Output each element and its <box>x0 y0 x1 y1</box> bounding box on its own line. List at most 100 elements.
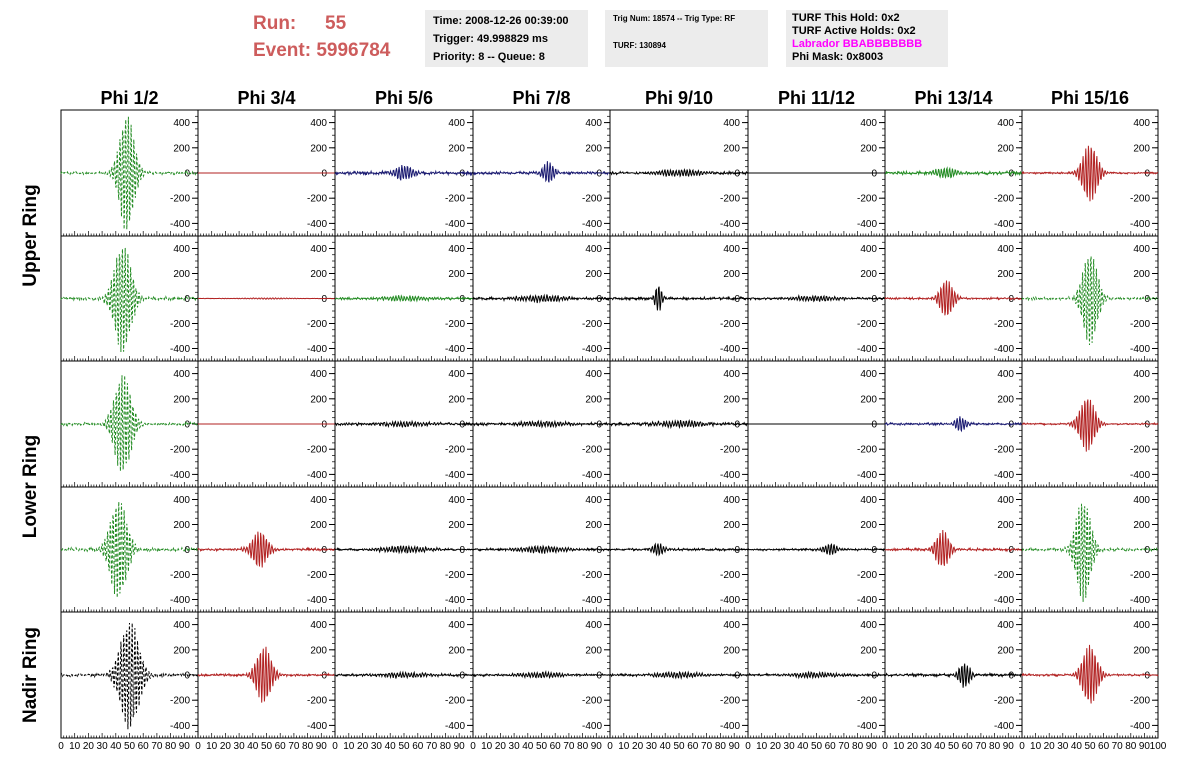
xtick-label: 70 <box>975 741 987 752</box>
ytick-label: -400 <box>857 721 877 732</box>
ytick-label: 200 <box>997 269 1014 280</box>
xtick-label: 0 <box>745 741 751 752</box>
ytick-label: 200 <box>585 269 602 280</box>
ytick-label: -200 <box>994 194 1014 205</box>
ytick-label: 200 <box>1133 520 1150 531</box>
waveform-trace <box>609 286 749 311</box>
ytick-label: -400 <box>994 344 1014 355</box>
xtick-label: 10 <box>206 741 218 752</box>
xtick-label: 50 <box>124 741 136 752</box>
trig-num-text: Trig Num: 18574 -- Trig Type: RF <box>613 14 736 23</box>
ytick-label: -400 <box>857 595 877 606</box>
ytick-label: 400 <box>860 369 877 380</box>
waveform-trace <box>747 543 886 556</box>
waveform-trace <box>197 646 335 703</box>
xtick-label: 50 <box>673 741 685 752</box>
waveform-trace <box>1021 399 1159 452</box>
ytick-label: -200 <box>582 696 602 707</box>
ytick-label: 200 <box>860 394 877 405</box>
xtick-label: 20 <box>907 741 919 752</box>
xtick-label: 80 <box>165 741 177 752</box>
waveform-trace <box>1021 503 1158 602</box>
ytick-label: -400 <box>857 344 877 355</box>
waveform-trace <box>609 670 749 680</box>
ytick-label: 200 <box>448 520 465 531</box>
ytick-label: 200 <box>1133 394 1150 405</box>
ytick-label: 400 <box>585 620 602 631</box>
ytick-label: -200 <box>170 319 190 330</box>
xtick-label: 10 <box>893 741 905 752</box>
xtick-label: 80 <box>577 741 589 752</box>
xtick-label: 70 <box>1112 741 1124 752</box>
turf-info-box: TURF This Hold: 0x2 TURF Active Holds: 0… <box>786 10 948 67</box>
waveform-trace <box>334 294 474 303</box>
waveform-trace <box>747 670 886 680</box>
ytick-label: 200 <box>997 645 1014 656</box>
column-title: Phi 3/4 <box>237 88 295 108</box>
ytick-label: 0 <box>321 294 327 305</box>
waveform-trace <box>884 416 1023 433</box>
xtick-label: 20 <box>83 741 95 752</box>
xtick-label: 10 <box>343 741 355 752</box>
waveform-trace <box>609 542 749 557</box>
ytick-label: -400 <box>857 470 877 481</box>
ytick-label: 200 <box>997 520 1014 531</box>
ytick-label: 400 <box>310 620 327 631</box>
waveform-trace <box>60 501 199 598</box>
ytick-label: -200 <box>445 194 465 205</box>
ytick-label: 0 <box>734 420 740 431</box>
xtick-label: 20 <box>220 741 232 752</box>
ytick-label: -400 <box>1130 219 1150 230</box>
xtick-label: 0 <box>332 741 338 752</box>
column-title: Phi 5/6 <box>375 88 433 108</box>
xtick-label: 90 <box>866 741 878 752</box>
ytick-label: 400 <box>1133 620 1150 631</box>
ytick-label: 200 <box>997 394 1014 405</box>
ytick-label: -200 <box>857 696 877 707</box>
ytick-label: -400 <box>720 721 740 732</box>
time-info-box: Time: 2008-12-26 00:39:00 Trigger: 49.99… <box>425 10 588 67</box>
ytick-label: 400 <box>173 495 190 506</box>
ytick-label: -200 <box>307 194 327 205</box>
turf-text: TURF: 130894 <box>613 41 666 50</box>
ytick-label: -400 <box>170 219 190 230</box>
xtick-label: 10 <box>481 741 493 752</box>
ytick-label: 200 <box>448 143 465 154</box>
ytick-label: 400 <box>997 244 1014 255</box>
xtick-label: 90 <box>591 741 603 752</box>
ytick-label: 400 <box>997 620 1014 631</box>
ytick-label: 0 <box>184 420 190 431</box>
ytick-label: -200 <box>720 194 740 205</box>
ytick-label: -400 <box>445 721 465 732</box>
xtick-label: 50 <box>261 741 273 752</box>
labrador-text: Labrador BBABBBBBBB <box>792 38 923 50</box>
ytick-label: 400 <box>585 118 602 129</box>
column-title: Phi 1/2 <box>100 88 158 108</box>
ytick-label: 400 <box>723 244 740 255</box>
ytick-label: -200 <box>582 570 602 581</box>
xtick-label: 40 <box>385 741 397 752</box>
ytick-label: -400 <box>307 344 327 355</box>
xtick-label: 10 <box>618 741 630 752</box>
trig-info-box: Trig Num: 18574 -- Trig Type: RF TURF: 1… <box>605 10 768 67</box>
ytick-label: -200 <box>857 319 877 330</box>
ytick-label: -400 <box>582 721 602 732</box>
ytick-label: -200 <box>307 445 327 456</box>
waveform-trace <box>472 419 611 429</box>
ytick-label: 200 <box>860 143 877 154</box>
ytick-label: 200 <box>723 645 740 656</box>
ytick-label: 200 <box>723 269 740 280</box>
ytick-label: 0 <box>321 671 327 682</box>
xtick-label: 70 <box>288 741 300 752</box>
xtick-label: 50 <box>811 741 823 752</box>
column-title: Phi 11/12 <box>778 88 855 108</box>
ytick-label: 400 <box>173 620 190 631</box>
ytick-label: 400 <box>723 118 740 129</box>
ytick-label: 200 <box>1133 269 1150 280</box>
xtick-label: 90 <box>316 741 328 752</box>
ytick-label: -400 <box>307 721 327 732</box>
xtick-label: 70 <box>563 741 575 752</box>
ytick-label: 0 <box>459 545 465 556</box>
ytick-label: 400 <box>997 495 1014 506</box>
